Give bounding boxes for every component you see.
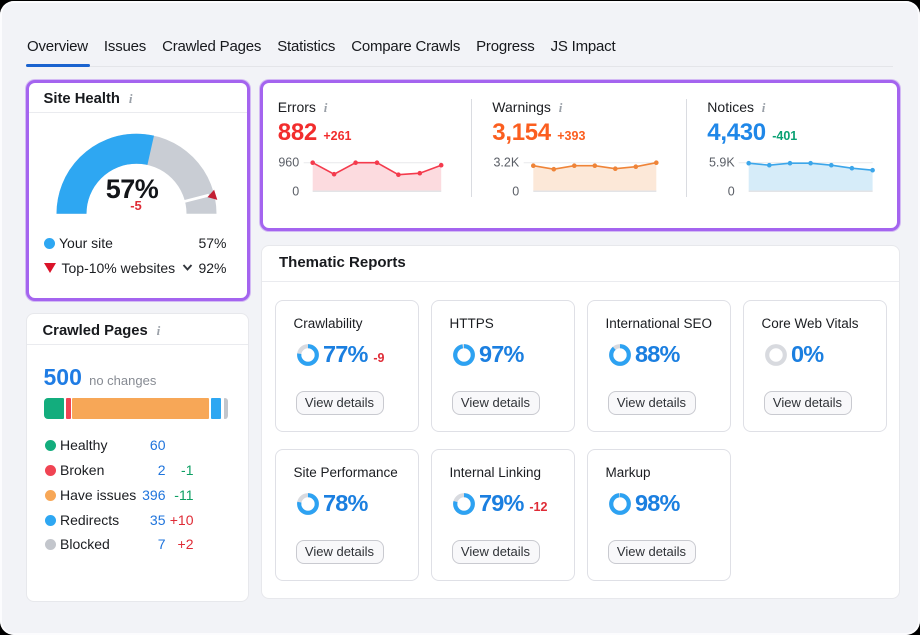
svg-text:960: 960 <box>279 156 300 170</box>
svg-text:5.9K: 5.9K <box>709 156 735 170</box>
svg-text:0: 0 <box>728 185 735 199</box>
svg-text:3.2K: 3.2K <box>494 156 520 170</box>
svg-text:0: 0 <box>513 185 520 199</box>
svg-text:0: 0 <box>293 185 300 199</box>
